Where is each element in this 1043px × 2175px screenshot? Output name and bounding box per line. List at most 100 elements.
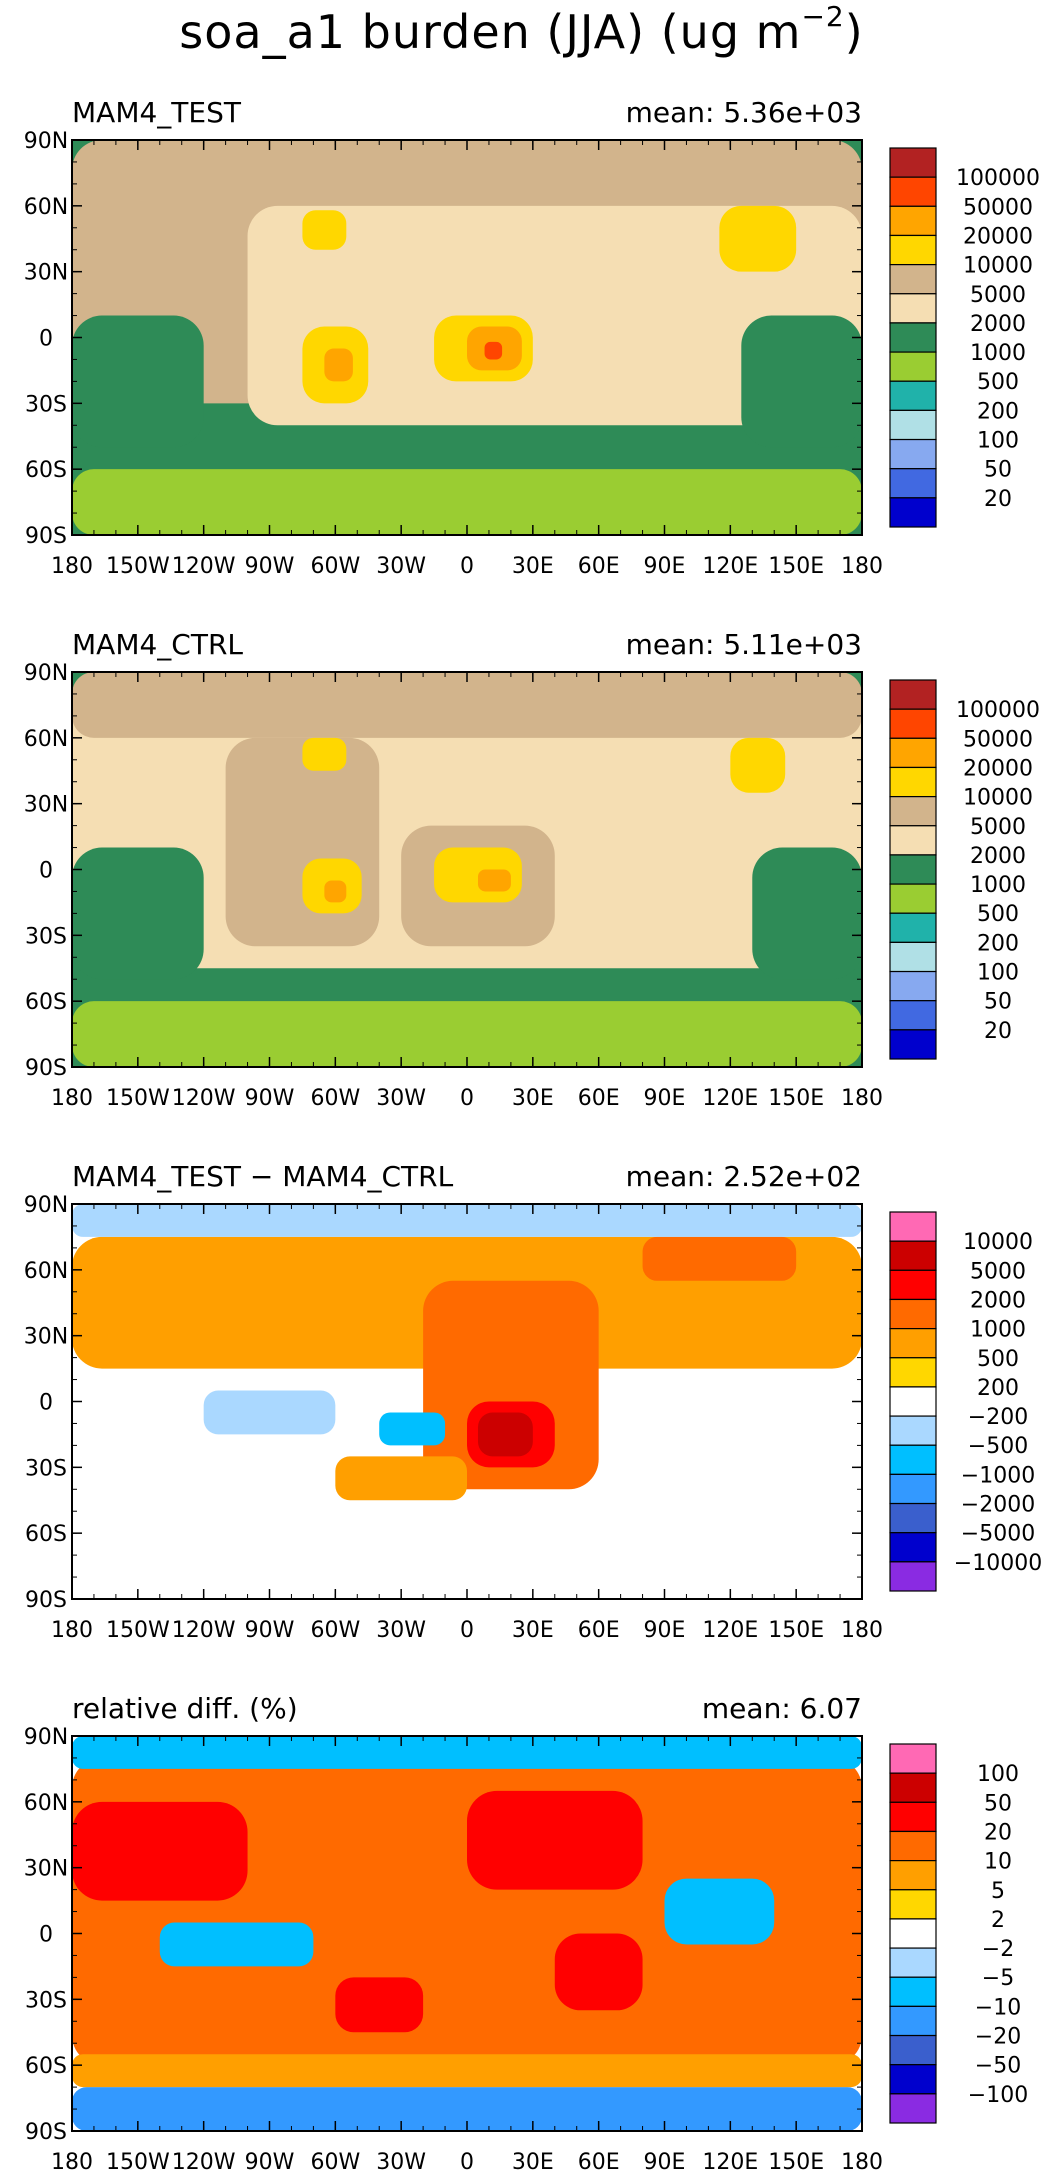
contour-region (72, 2054, 862, 2088)
colorbar-label: 10000 (963, 786, 1033, 811)
y-tick-label: 90S (25, 1056, 67, 1081)
y-tick-label: 60N (24, 727, 68, 752)
colorbar-box (889, 796, 937, 827)
x-tick-label: 30W (376, 2150, 426, 2175)
x-tick-label: 150W (106, 554, 170, 579)
colorbar-label: −5000 (961, 1522, 1035, 1547)
x-tick-label: 180 (51, 2150, 93, 2175)
map-panel: MAM4_CTRL mean: 5.11e+03 180 150W 120W 90W 60W… (24, 628, 1040, 1111)
x-tick-label: 60W (310, 1086, 360, 1111)
y-tick-label: 30S (25, 924, 67, 949)
colorbar-label: 1000 (970, 341, 1026, 366)
colorbar-label: 100 (977, 1762, 1019, 1787)
colorbar-label: 20000 (963, 224, 1033, 249)
colorbar-box (889, 1357, 937, 1388)
colorbar-box (889, 737, 937, 769)
x-tick-label: 150W (106, 1618, 170, 1643)
colorbar-box (889, 1772, 937, 1803)
contour-region (225, 737, 380, 947)
colorbar-box (889, 970, 937, 1002)
colorbar-box (889, 2005, 937, 2037)
colorbar-box (889, 708, 937, 739)
colorbar-box (889, 1918, 937, 1949)
x-tick-label: 60W (310, 1618, 360, 1643)
y-tick-label: 0 (39, 327, 53, 352)
y-tick-label: 60N (24, 1259, 68, 1284)
colorbar-label: 2000 (970, 312, 1026, 337)
x-tick-label: 180 (841, 2150, 883, 2175)
colorbar-box (889, 1860, 937, 1891)
panel-mean: mean: 6.07 (702, 1692, 862, 1725)
contour-region (719, 205, 797, 272)
x-tick-label: 0 (460, 1618, 474, 1643)
x-tick-label: 90E (644, 1086, 686, 1111)
colorbar-box (889, 234, 937, 266)
colorbar-label: 20 (984, 487, 1012, 512)
x-tick-label: 30E (512, 1618, 554, 1643)
colorbar-box (889, 1386, 937, 1417)
contour-region (730, 737, 786, 793)
contour-region (302, 737, 347, 771)
figure-title-close: ) (844, 5, 864, 59)
colorbar-label: 50 (984, 990, 1012, 1015)
colorbar-label: −2 (982, 1937, 1014, 1962)
colorbar-label: −5 (982, 1966, 1014, 1991)
y-tick-label: 30N (24, 793, 68, 818)
contour-region (203, 1390, 336, 1435)
contour-region (159, 1922, 314, 1967)
colorbar-box (889, 1473, 937, 1505)
x-tick-label: 120E (702, 1618, 758, 1643)
colorbar-box (889, 883, 937, 914)
x-tick-label: 90W (245, 1618, 295, 1643)
colorbar-label: 10000 (963, 1230, 1033, 1255)
colorbar-box (889, 1976, 937, 2007)
y-tick-label: 0 (39, 859, 53, 884)
contour-region (72, 1757, 862, 2066)
colorbar-box (889, 409, 937, 441)
x-tick-label: 0 (460, 1086, 474, 1111)
figure-title: soa_a1 burden (JJA) (ug m−2) (0, 0, 1043, 64)
y-tick-label: 90N (24, 1725, 68, 1750)
colorbar-box (889, 205, 937, 237)
x-tick-label: 30E (512, 2150, 554, 2175)
colorbar-label: −10000 (954, 1551, 1042, 1576)
contour-region (72, 1801, 248, 1901)
colorbar-label: 20000 (963, 756, 1033, 781)
map-panel: MAM4_TEST mean: 5.36e+03 180 150W 120W 90W 60W… (24, 96, 1040, 579)
x-tick-label: 150E (768, 554, 824, 579)
colorbar-label: 200 (977, 1376, 1019, 1401)
x-tick-label: 0 (460, 2150, 474, 2175)
colorbar-box (889, 293, 937, 324)
colorbar-label: −2000 (961, 1493, 1035, 1518)
y-tick-label: 90N (24, 661, 68, 686)
x-tick-label: 90W (245, 554, 295, 579)
contour-region (72, 1001, 862, 1067)
y-tick-label: 0 (39, 1923, 53, 1948)
contour-region (324, 348, 353, 382)
contour-region (554, 1933, 643, 2011)
panel-title: MAM4_TEST − MAM4_CTRL (72, 1160, 454, 1193)
contour-region (664, 1878, 775, 1945)
y-tick-label: 90S (25, 1588, 67, 1613)
colorbar-label: 50000 (963, 195, 1033, 220)
colorbar-box (889, 1444, 937, 1475)
x-tick-label: 60E (578, 1618, 620, 1643)
y-tick-label: 30S (25, 392, 67, 417)
colorbar-box (889, 1801, 937, 1833)
colorbar-label: 100 (977, 429, 1019, 454)
y-tick-label: 60S (25, 2054, 67, 2079)
y-tick-label: 90N (24, 1193, 68, 1218)
colorbar-label: 5000 (970, 815, 1026, 840)
colorbar-box (889, 1000, 937, 1031)
colorbar-box (889, 1561, 937, 1592)
colorbar-label: 2 (991, 1908, 1005, 1933)
x-tick-label: 30E (512, 1086, 554, 1111)
colorbar-box (889, 351, 937, 382)
contour-region (72, 315, 204, 448)
panel-title: MAM4_CTRL (72, 628, 243, 661)
colorbar-box (889, 2034, 937, 2066)
colorbar-box (889, 854, 937, 885)
contour-region (72, 469, 862, 535)
colorbar-box (889, 912, 937, 943)
